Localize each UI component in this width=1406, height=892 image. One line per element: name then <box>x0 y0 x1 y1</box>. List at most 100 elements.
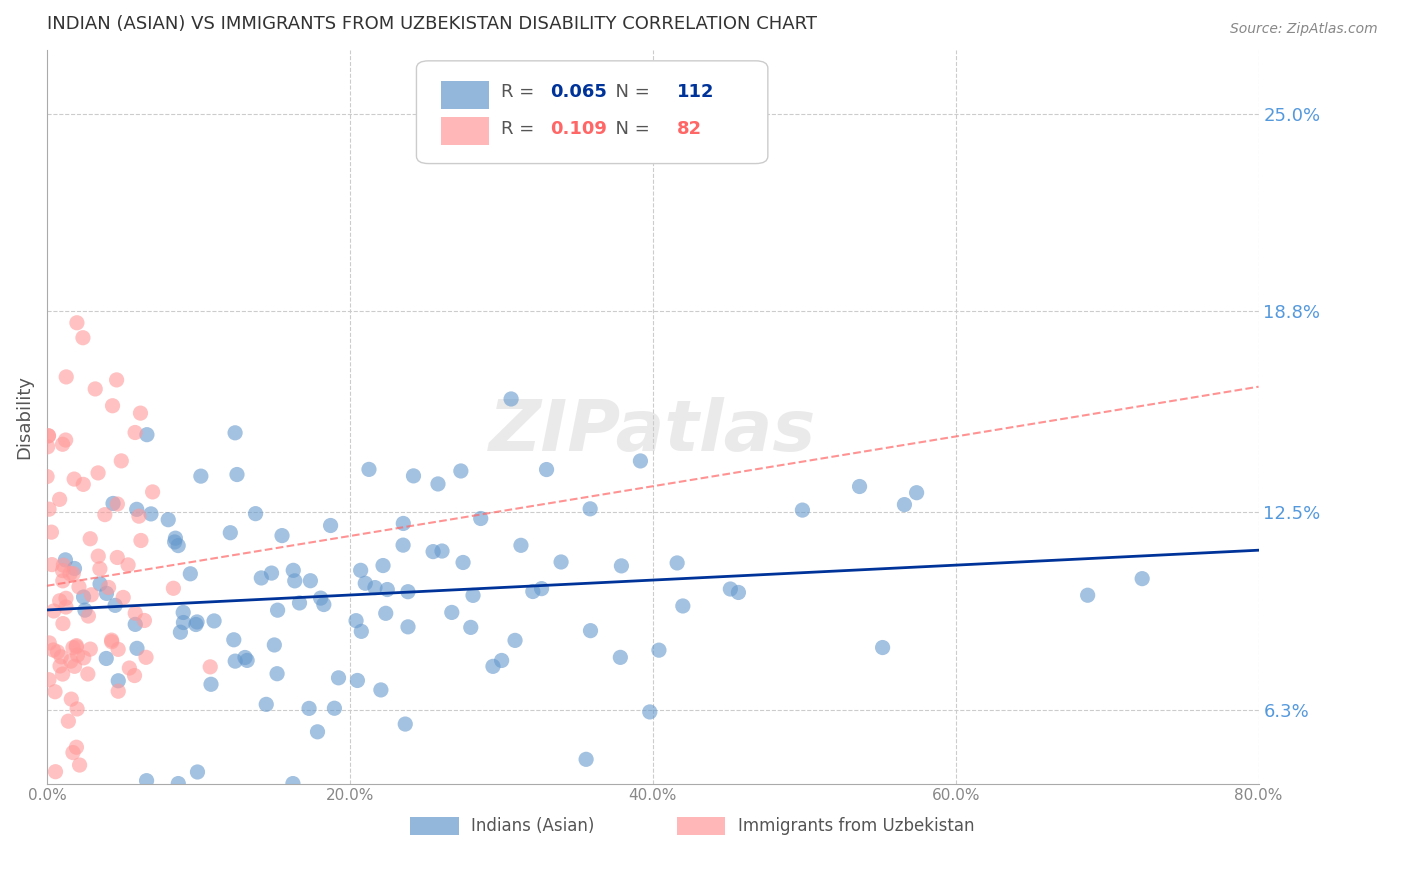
Immigrants from Uzbekistan <box>62 566 84 581</box>
Indians (Asian) <box>344 614 367 628</box>
Immigrants from Uzbekistan <box>41 525 63 540</box>
Text: 0.065: 0.065 <box>550 83 606 102</box>
Indians (Asian) <box>236 653 259 667</box>
Indians (Asian) <box>299 574 322 588</box>
Indians (Asian) <box>575 752 598 766</box>
Indians (Asian) <box>163 535 186 549</box>
Immigrants from Uzbekistan <box>35 469 58 483</box>
Immigrants from Uzbekistan <box>52 667 75 681</box>
Indians (Asian) <box>648 643 671 657</box>
Indians (Asian) <box>374 607 396 621</box>
Indians (Asian) <box>186 615 208 629</box>
Indians (Asian) <box>628 454 651 468</box>
Indians (Asian) <box>440 606 463 620</box>
Immigrants from Uzbekistan <box>87 549 110 563</box>
Immigrants from Uzbekistan <box>79 642 101 657</box>
Immigrants from Uzbekistan <box>84 382 107 396</box>
Immigrants from Uzbekistan <box>124 668 146 682</box>
Immigrants from Uzbekistan <box>129 406 152 420</box>
Immigrants from Uzbekistan <box>128 509 150 524</box>
Indians (Asian) <box>364 581 387 595</box>
Immigrants from Uzbekistan <box>62 746 84 760</box>
Indians (Asian) <box>893 498 915 512</box>
Indians (Asian) <box>672 599 695 613</box>
Y-axis label: Disability: Disability <box>15 375 32 458</box>
Immigrants from Uzbekistan <box>105 497 128 511</box>
Immigrants from Uzbekistan <box>58 714 80 728</box>
Immigrants from Uzbekistan <box>62 640 84 655</box>
Indians (Asian) <box>283 563 305 577</box>
Indians (Asian) <box>848 479 870 493</box>
Immigrants from Uzbekistan <box>55 600 77 615</box>
Immigrants from Uzbekistan <box>100 634 122 648</box>
Immigrants from Uzbekistan <box>38 502 60 516</box>
Immigrants from Uzbekistan <box>52 558 75 573</box>
Immigrants from Uzbekistan <box>48 594 70 608</box>
Text: N =: N = <box>605 83 655 102</box>
Text: Immigrants from Uzbekistan: Immigrants from Uzbekistan <box>738 817 974 835</box>
Indians (Asian) <box>167 776 190 790</box>
Indians (Asian) <box>579 624 602 638</box>
Indians (Asian) <box>224 654 246 668</box>
Indians (Asian) <box>666 556 689 570</box>
Bar <box>411 816 458 835</box>
Indians (Asian) <box>172 615 194 630</box>
Text: Indians (Asian): Indians (Asian) <box>471 817 595 835</box>
Indians (Asian) <box>579 501 602 516</box>
Text: N =: N = <box>605 120 655 138</box>
Immigrants from Uzbekistan <box>135 650 157 665</box>
Indians (Asian) <box>288 596 311 610</box>
Immigrants from Uzbekistan <box>46 645 69 659</box>
Bar <box>676 816 725 835</box>
Indians (Asian) <box>190 469 212 483</box>
Indians (Asian) <box>350 624 373 639</box>
Indians (Asian) <box>167 539 190 553</box>
Indians (Asian) <box>125 641 148 656</box>
Indians (Asian) <box>96 651 118 665</box>
Indians (Asian) <box>89 577 111 591</box>
Indians (Asian) <box>200 677 222 691</box>
Indians (Asian) <box>107 673 129 688</box>
Immigrants from Uzbekistan <box>112 591 135 605</box>
Immigrants from Uzbekistan <box>94 508 117 522</box>
Indians (Asian) <box>179 566 201 581</box>
Indians (Asian) <box>104 599 127 613</box>
Indians (Asian) <box>470 511 492 525</box>
Indians (Asian) <box>346 673 368 688</box>
Indians (Asian) <box>396 620 419 634</box>
Indians (Asian) <box>375 582 398 597</box>
Immigrants from Uzbekistan <box>42 643 65 657</box>
Indians (Asian) <box>245 507 267 521</box>
Immigrants from Uzbekistan <box>69 758 91 772</box>
Indians (Asian) <box>727 585 749 599</box>
Indians (Asian) <box>638 705 661 719</box>
Indians (Asian) <box>224 425 246 440</box>
Indians (Asian) <box>536 462 558 476</box>
Immigrants from Uzbekistan <box>107 684 129 698</box>
Indians (Asian) <box>125 502 148 516</box>
Indians (Asian) <box>491 653 513 667</box>
Immigrants from Uzbekistan <box>51 649 73 664</box>
Immigrants from Uzbekistan <box>200 660 222 674</box>
Indians (Asian) <box>392 516 415 531</box>
Indians (Asian) <box>371 558 394 573</box>
Immigrants from Uzbekistan <box>38 673 60 687</box>
Indians (Asian) <box>307 724 329 739</box>
Indians (Asian) <box>427 477 450 491</box>
Immigrants from Uzbekistan <box>124 425 146 440</box>
Indians (Asian) <box>312 598 335 612</box>
Immigrants from Uzbekistan <box>63 472 86 486</box>
Text: ZIPatlas: ZIPatlas <box>489 397 817 466</box>
Immigrants from Uzbekistan <box>49 659 72 673</box>
Immigrants from Uzbekistan <box>97 581 120 595</box>
Indians (Asian) <box>522 584 544 599</box>
Immigrants from Uzbekistan <box>38 636 60 650</box>
Immigrants from Uzbekistan <box>142 484 165 499</box>
Immigrants from Uzbekistan <box>66 648 89 662</box>
Indians (Asian) <box>402 468 425 483</box>
FancyBboxPatch shape <box>416 61 768 163</box>
Indians (Asian) <box>139 507 162 521</box>
Indians (Asian) <box>226 467 249 482</box>
Immigrants from Uzbekistan <box>162 581 184 595</box>
Indians (Asian) <box>430 544 453 558</box>
